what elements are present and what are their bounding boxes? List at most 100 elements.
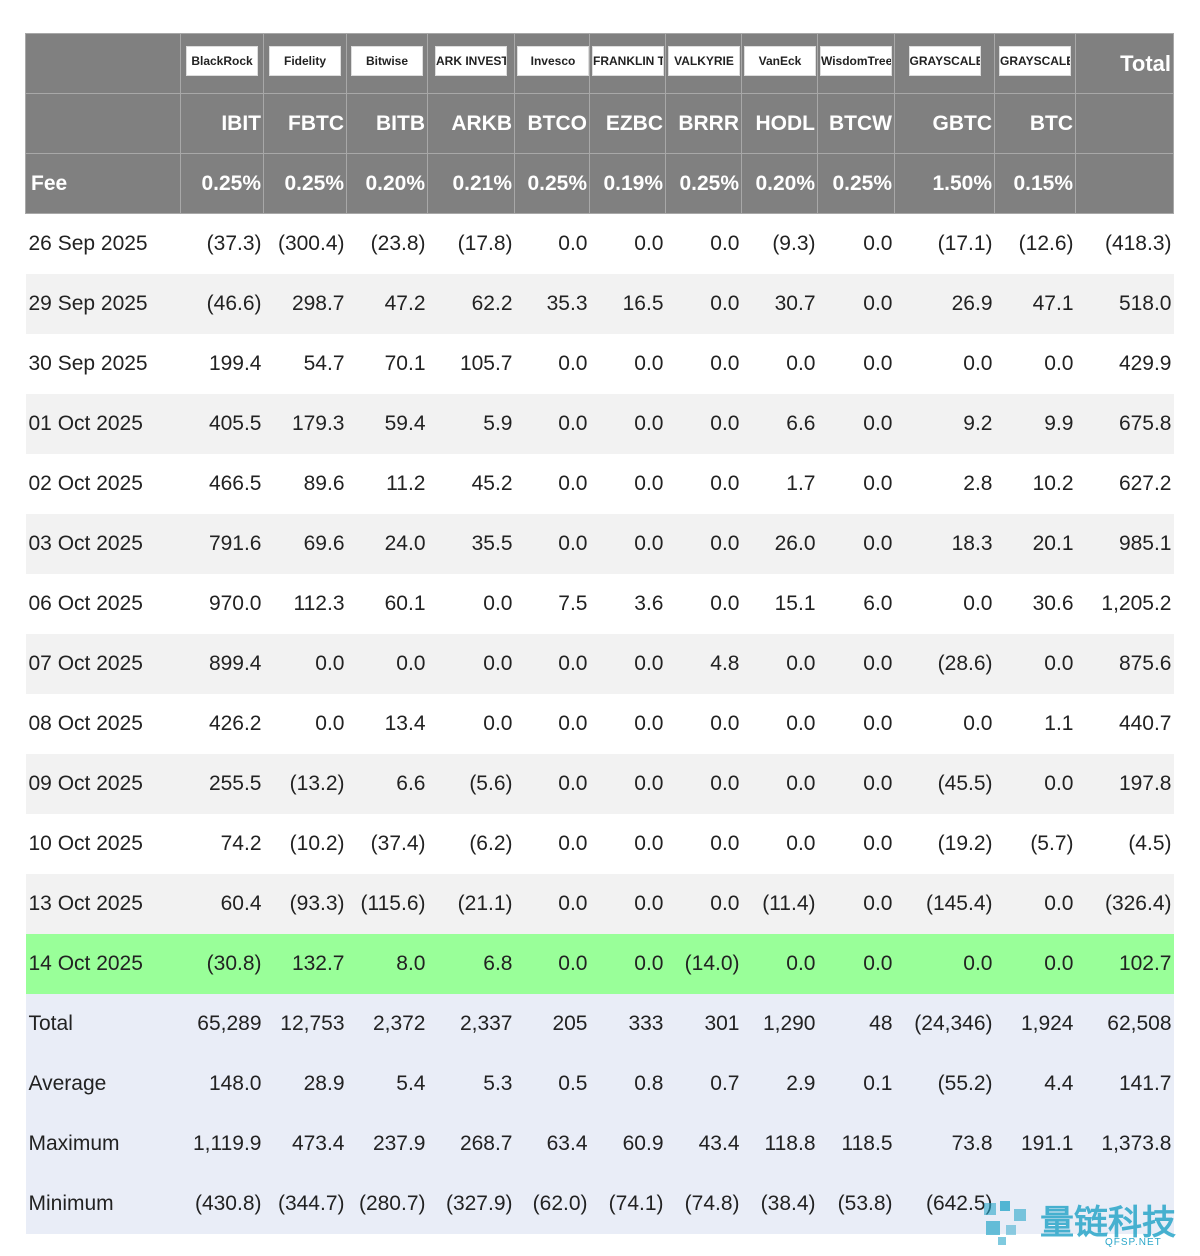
- summary-value: 65,289: [180, 993, 264, 1054]
- summary-value: (74.1): [589, 1173, 666, 1234]
- flow-value: 0.0: [710, 351, 740, 375]
- flow-value: (300.4): [277, 231, 345, 255]
- data-row: 09 Oct 2025 255.5 (13.2) 6.6 (5.6) 0.0 0.0 0.0 0…: [25, 753, 1174, 814]
- ticker: BTCO: [514, 93, 590, 154]
- flow-value: 9.9: [994, 393, 1076, 454]
- flow-value: 0.0: [963, 591, 993, 615]
- summary-value: 191.1: [994, 1113, 1076, 1174]
- data-row: 29 Sep 2025 (46.6) 298.7 47.2 62.2 35.3 16.5 0.…: [25, 273, 1174, 334]
- flow-value: 112.3: [293, 591, 345, 615]
- flow-value: 0.0: [514, 393, 590, 454]
- flow-value: 30.7: [741, 273, 818, 334]
- flow-value: (23.8): [370, 231, 426, 255]
- fee: 0.19%: [589, 153, 666, 214]
- flow-value: 0.0: [483, 711, 513, 735]
- summary-value: 118.8: [741, 1113, 818, 1174]
- flow-value: 179.3: [263, 393, 347, 454]
- flow-value: (17.1): [937, 231, 993, 255]
- ticker: HODL: [741, 93, 818, 154]
- logo-row: BlackRock Fidelity Bitwise ARK INVEST Invesc…: [25, 33, 1174, 94]
- issuer-logo: Invesco: [517, 45, 589, 76]
- summary-value: (38.4): [741, 1173, 818, 1234]
- flow-value: 0.0: [786, 831, 816, 855]
- summary-value: (24,346): [894, 993, 995, 1054]
- flow-value: (37.3): [206, 231, 262, 255]
- summary-value: 1,290: [741, 993, 818, 1054]
- data-row: 01 Oct 2025 405.5 179.3 59.4 5.9 0.0 0.0 0.0 6.6…: [25, 393, 1174, 454]
- summary-value: 2,337: [427, 993, 515, 1054]
- logo-cell: Bitwise: [346, 33, 428, 94]
- logo-cell: Invesco: [514, 33, 590, 94]
- flow-value: (14.0): [665, 933, 742, 994]
- summary-value: 148.0: [180, 1053, 264, 1114]
- flow-value: (12.6): [1018, 231, 1074, 255]
- flow-value: 0.0: [589, 633, 666, 694]
- date: 10 Oct 2025: [28, 831, 143, 855]
- flow-value: 0.0: [994, 753, 1076, 814]
- flow-value: (115.6): [346, 873, 428, 934]
- data-row: 03 Oct 2025 791.6 69.6 24.0 35.5 0.0 0.0 0.0 26.…: [25, 513, 1174, 574]
- flow-value: 0.0: [665, 513, 742, 574]
- flow-value: 62.2: [427, 273, 515, 334]
- flow-value: 0.0: [558, 351, 588, 375]
- logo-cell: VALKYRIE: [665, 33, 742, 94]
- summary-value: 141.7: [1075, 1053, 1174, 1114]
- logo-cell: BlackRock: [180, 33, 264, 94]
- date: 14 Oct 2025: [25, 933, 181, 994]
- flow-value: (11.4): [741, 873, 818, 934]
- flow-value: 16.5: [589, 273, 666, 334]
- flow-value: 627.2: [1118, 471, 1172, 495]
- flow-value: 0.0: [589, 873, 666, 934]
- date: 29 Sep 2025: [25, 273, 181, 334]
- flow-value: (9.3): [772, 231, 816, 255]
- flow-value: 10.2: [1032, 471, 1074, 495]
- flow-value: 7.5: [558, 591, 588, 615]
- date: 02 Oct 2025: [28, 471, 143, 495]
- summary-value: 4.4: [994, 1053, 1076, 1114]
- flow-value: (28.6): [894, 633, 995, 694]
- data-row: 02 Oct 2025 466.5 89.6 11.2 45.2 0.0 0.0 0.0 1.7…: [26, 454, 1174, 514]
- summary-value: (327.9): [427, 1173, 515, 1234]
- flow-value: 1.1: [1044, 711, 1074, 735]
- data-row: 30 Sep 2025 199.4 54.7 70.1 105.7 0.0 0.0 0.0 0.…: [26, 334, 1174, 394]
- ticker: BRRR: [665, 93, 742, 154]
- summary-value: 1,373.8: [1075, 1113, 1174, 1174]
- ticker: GBTC: [894, 93, 995, 154]
- fee: 0.20%: [741, 153, 818, 214]
- ticker: BITB: [346, 93, 428, 154]
- flow-value: 405.5: [180, 393, 264, 454]
- flow-value: 59.4: [346, 393, 428, 454]
- date: 07 Oct 2025: [25, 633, 181, 694]
- flow-value: 0.0: [558, 231, 588, 255]
- flow-value: 429.9: [1118, 351, 1172, 375]
- flow-value: 0.0: [665, 873, 742, 934]
- blank-cell: [1075, 153, 1174, 214]
- blank-cell: [1075, 1173, 1174, 1234]
- flow-value: 0.0: [863, 471, 893, 495]
- blank-cell: [25, 93, 181, 154]
- summary-value: 5.4: [346, 1053, 428, 1114]
- flow-value: 197.8: [1075, 753, 1174, 814]
- flow-value: 11.2: [386, 471, 426, 495]
- corner-cell: [25, 33, 181, 94]
- flow-value: 0.0: [710, 471, 740, 495]
- issuer-logo: Fidelity: [269, 45, 341, 76]
- flow-value: 69.6: [263, 513, 347, 574]
- flow-value: 6.6: [741, 393, 818, 454]
- flow-value: 0.0: [634, 831, 664, 855]
- flow-value: 0.0: [786, 711, 816, 735]
- logo-cell: WisdomTree: [817, 33, 895, 94]
- flow-value: 0.0: [710, 231, 740, 255]
- flow-value: 1,205.2: [1101, 591, 1172, 615]
- flow-value: 0.0: [589, 753, 666, 814]
- flow-value: 0.0: [514, 513, 590, 574]
- flow-value: 0.0: [634, 471, 664, 495]
- summary-row: Maximum 1,119.9 473.4 237.9 268.7 63.4 60.9 43.…: [25, 1113, 1174, 1174]
- fee: 0.25%: [817, 153, 895, 214]
- flow-value: 0.0: [558, 471, 588, 495]
- flow-value: 4.8: [665, 633, 742, 694]
- flow-value: (21.1): [427, 873, 515, 934]
- flow-value: 24.0: [346, 513, 428, 574]
- ticker: ARKB: [427, 93, 515, 154]
- data-row: 08 Oct 2025 426.2 0.0 13.4 0.0 0.0 0.0 0.0 0.0 0.…: [26, 694, 1174, 754]
